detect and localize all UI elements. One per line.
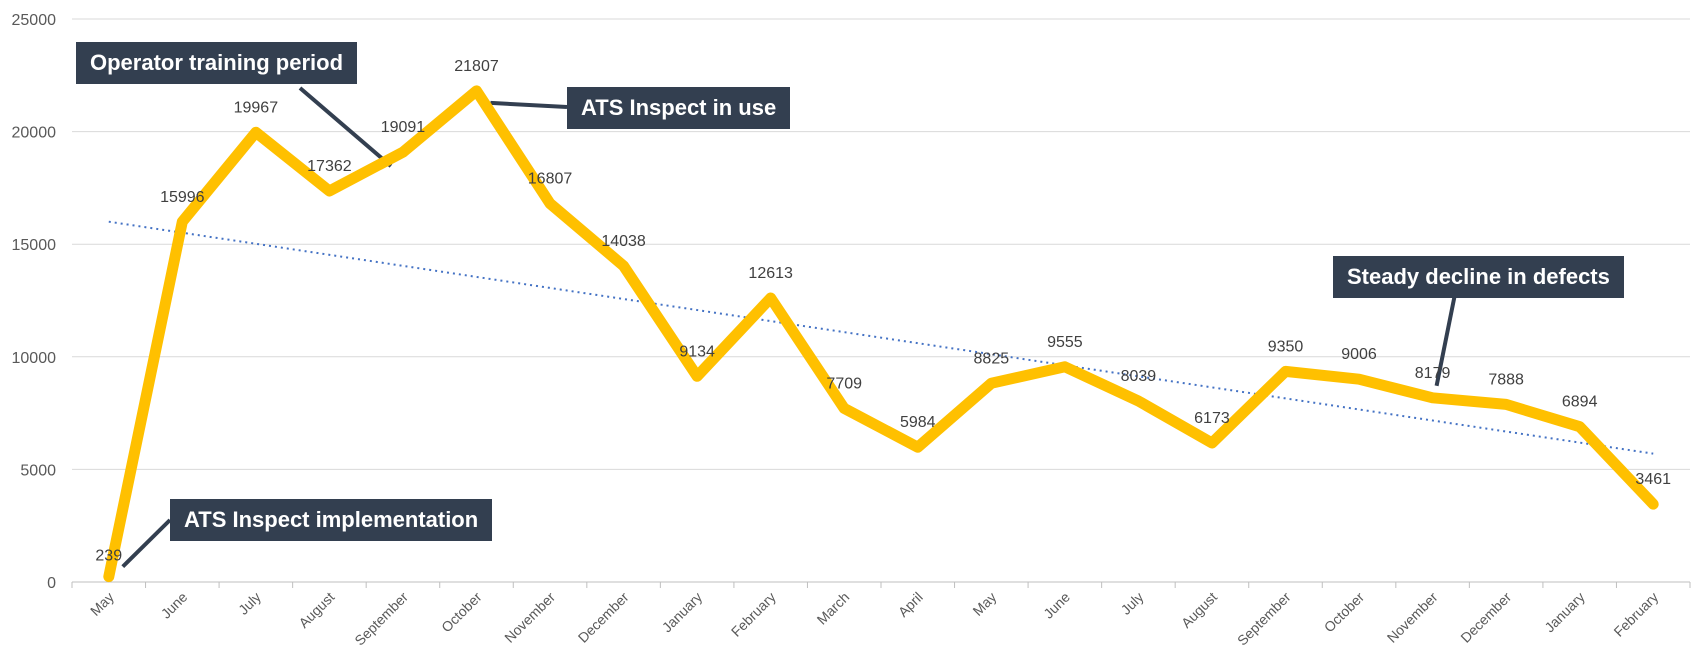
data-labels: 239 15996 19967 17362 19091 21807 16807 14038 91… xyxy=(95,58,1671,565)
callout-operator-training: Operator training period xyxy=(76,42,358,84)
y-tick-label: 20000 xyxy=(12,125,57,142)
y-tick-label: 10000 xyxy=(12,350,57,367)
data-label: 12613 xyxy=(748,265,793,282)
data-label: 9134 xyxy=(679,343,715,360)
x-tick-label: July xyxy=(235,589,264,618)
data-label: 9350 xyxy=(1268,338,1304,355)
x-tick-label: February xyxy=(728,589,779,640)
x-tick-label: June xyxy=(1040,589,1073,622)
y-tick-label: 25000 xyxy=(12,12,57,29)
x-tick-label: December xyxy=(1457,589,1514,646)
x-tick-label: April xyxy=(895,589,926,620)
x-tick-label: March xyxy=(814,589,853,628)
callout-leader xyxy=(121,518,172,569)
series-line xyxy=(103,85,1659,583)
data-label: 8179 xyxy=(1415,365,1451,382)
x-tick-label: November xyxy=(501,589,558,646)
x-tick-label: January xyxy=(1541,589,1588,636)
data-label: 6894 xyxy=(1562,394,1598,411)
data-label: 9555 xyxy=(1047,334,1083,351)
data-label: 239 xyxy=(95,548,122,565)
x-tick-label: October xyxy=(1321,589,1368,636)
data-label: 14038 xyxy=(601,233,646,250)
data-label: 21807 xyxy=(454,58,499,75)
data-label: 15996 xyxy=(160,189,205,206)
x-tick-label: May xyxy=(87,589,117,619)
x-tick-label: July xyxy=(1118,589,1147,618)
x-axis-ticks: May June July August September October Novembe… xyxy=(87,589,1661,649)
y-tick-label: 0 xyxy=(47,575,56,592)
x-tick-label: June xyxy=(158,589,191,622)
data-label: 19967 xyxy=(234,99,279,116)
data-label: 8039 xyxy=(1121,368,1157,385)
data-label: 5984 xyxy=(900,414,936,431)
y-tick-label: 15000 xyxy=(12,237,57,254)
y-tick-label: 5000 xyxy=(20,462,56,479)
data-label: 17362 xyxy=(307,158,352,175)
trendline xyxy=(108,220,1654,455)
data-label: 8825 xyxy=(974,350,1010,367)
x-tick-label: November xyxy=(1384,589,1441,646)
callout-leader-lines xyxy=(121,86,1457,569)
data-label: 16807 xyxy=(528,171,573,188)
data-label: 19091 xyxy=(381,119,426,136)
data-label: 7888 xyxy=(1488,371,1524,388)
callout-leader xyxy=(298,86,393,168)
x-tick-label: May xyxy=(969,589,999,619)
x-tick-label: October xyxy=(438,589,485,636)
callout-ats-implementation: ATS Inspect implementation xyxy=(170,499,493,541)
callout-steady-decline: Steady decline in defects xyxy=(1333,256,1624,298)
x-tick-label: September xyxy=(351,589,411,649)
gridlines xyxy=(71,18,1691,588)
x-tick-label: September xyxy=(1234,589,1294,649)
x-tick-label: August xyxy=(1178,589,1220,631)
data-label: 9006 xyxy=(1341,346,1377,363)
data-label: 3461 xyxy=(1635,471,1671,488)
callout-ats-in-use: ATS Inspect in use xyxy=(567,87,791,129)
x-tick-label: February xyxy=(1610,589,1661,640)
callout-leader xyxy=(490,100,568,109)
data-label: 7709 xyxy=(826,375,862,392)
x-tick-label: January xyxy=(659,589,706,636)
callout-leader xyxy=(1434,293,1457,387)
x-tick-label: August xyxy=(295,589,337,631)
x-tick-label: December xyxy=(575,589,632,646)
y-axis-ticks: 0 5000 10000 15000 20000 25000 xyxy=(12,12,57,592)
data-label: 6173 xyxy=(1194,410,1230,427)
